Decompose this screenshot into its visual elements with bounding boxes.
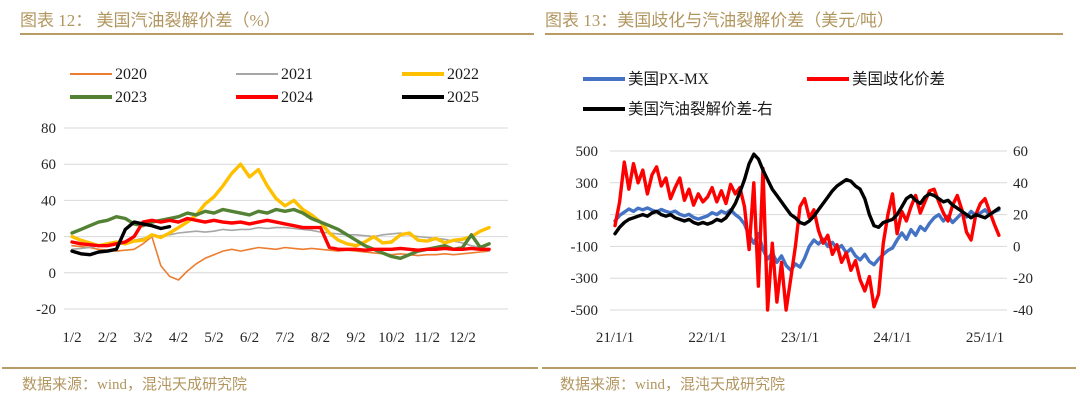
series-line-2022 (70, 162, 491, 248)
x-axis-tick-label: 24/1/1 (873, 330, 911, 346)
x-axis-tick-label: 4/2 (169, 330, 188, 346)
x-axis-tick-label: 11/2 (414, 330, 440, 346)
legend-item-disproportionation-spread: 美国歧化价差 (807, 71, 945, 89)
legend-swatch-2022 (402, 71, 444, 76)
x-axis-tick-label: 3/2 (133, 330, 152, 346)
x-axis-tick-label: 1/2 (62, 330, 81, 346)
series-line-美国歧化价差 (613, 160, 1001, 312)
x-axis-tick-label: 6/2 (240, 330, 259, 346)
legend-label-gasoline-crack-right-axis: 美国汽油裂解价差-右 (628, 101, 773, 118)
figure-13-title: 图表 13：美国歧化与汽油裂解价差（美元/吨） (545, 11, 894, 30)
y-axis-tick-label: 100 (576, 208, 599, 224)
y-axis-tick-label: -300 (571, 271, 599, 287)
y-axis-tick-label: 20 (41, 230, 56, 246)
x-axis-tick-label: 23/1/1 (781, 330, 819, 346)
legend-label-2025: 2025 (447, 89, 479, 106)
legend-label-2024: 2024 (281, 89, 313, 106)
legend-item-2024: 2024 (236, 89, 313, 107)
legend-label-2020: 2020 (115, 66, 147, 83)
x-axis-tick-label: 12/2 (449, 330, 476, 346)
charts-canvas: 80 60 40 20 0 -20 1/2 2/2 3/2 4/2 5/2 6/2 7/2 8/2 9/2 1… (36, 121, 1034, 346)
series-line-2025 (70, 220, 172, 257)
right-y-axis-tick-label: -20 (1013, 271, 1033, 287)
y-axis-tick-label: -100 (571, 239, 599, 255)
y-axis-tick-label: 80 (41, 121, 56, 137)
series-line-美国PX-MX (613, 206, 1001, 273)
right-y-axis-tick-label: -40 (1013, 303, 1033, 319)
legend-item-2025: 2025 (402, 89, 479, 107)
us-px-mx-and-crack-plot: 500 300 100 -100 -300 -500 60 40 20 0 -20 -40 21/1/1… (571, 144, 1034, 346)
y-axis-tick-label: 500 (576, 144, 599, 160)
figure-12-title: 图表 12： 美国汽油裂解价差（%） (20, 11, 281, 30)
y-axis-tick-label: 300 (576, 176, 599, 192)
x-axis-tick-label: 2/2 (98, 330, 117, 346)
x-axis-tick-label: 10/2 (378, 330, 405, 346)
figure-13-bottom-rule (542, 367, 1076, 369)
right-y-axis-tick-label: 0 (1013, 239, 1021, 255)
x-axis-tick-label: 21/1/1 (596, 330, 634, 346)
x-axis-tick-label: 9/2 (346, 330, 365, 346)
y-axis-tick-label: 60 (41, 157, 56, 173)
legend-item-2022: 2022 (402, 66, 479, 84)
legend-item-2023: 2023 (70, 89, 147, 107)
figure-12-title-rule (20, 33, 534, 35)
right-y-axis-tick-label: 60 (1013, 144, 1028, 160)
x-axis-tick-label: 5/2 (204, 330, 223, 346)
figure-13-title-rule (545, 33, 1063, 35)
figure-12-source-note: 数据来源：wind，混沌天成研究院 (22, 377, 248, 393)
legend-swatch-disproportionation-spread (807, 76, 849, 81)
right-y-axis-tick-label: 20 (1013, 208, 1028, 224)
figure-13-source-note: 数据来源：wind，混沌天成研究院 (560, 377, 786, 393)
legend-label-px-mx: 美国PX-MX (628, 71, 709, 88)
x-axis-tick-label: 25/1/1 (966, 330, 1004, 346)
y-axis-tick-label: -500 (571, 303, 599, 319)
x-axis-tick-label: 7/2 (275, 330, 294, 346)
legend-item-2021: 2021 (236, 66, 313, 84)
legend-swatch-2023 (70, 94, 112, 99)
y-axis-tick-label: 40 (41, 193, 56, 209)
legend-swatch-px-mx (583, 76, 625, 81)
legend-item-px-mx: 美国PX-MX (583, 71, 709, 89)
legend-label-2021: 2021 (281, 66, 313, 83)
right-y-axis-tick-label: 40 (1013, 176, 1028, 192)
figure-12-bottom-rule (2, 367, 538, 369)
legend-swatch-2020 (70, 72, 112, 75)
legend-label-2023: 2023 (115, 89, 147, 106)
series-line-2020 (71, 235, 490, 281)
y-axis-tick-label: 0 (49, 266, 57, 282)
series-line-美国汽油裂解价差-右 (613, 152, 1001, 236)
y-axis-tick-label: -20 (36, 302, 56, 318)
legend-label-disproportionation-spread: 美国歧化价差 (852, 71, 946, 88)
legend-label-2022: 2022 (447, 66, 479, 83)
us-gasoline-crack-seasonal-plot: 80 60 40 20 0 -20 1/2 2/2 3/2 4/2 5/2 6/2 7/2 8/2 9/2 1… (36, 121, 508, 346)
x-axis-tick-label: 8/2 (311, 330, 330, 346)
legend-swatch-gasoline-crack-right-axis (583, 106, 625, 111)
x-axis-tick-label: 22/1/1 (688, 330, 726, 346)
legend-swatch-2024 (236, 94, 278, 99)
legend-swatch-2025 (402, 94, 444, 99)
legend-swatch-2021 (236, 72, 278, 75)
legend-item-gasoline-crack-right-axis: 美国汽油裂解价差-右 (583, 101, 773, 119)
legend-item-2020: 2020 (70, 66, 147, 84)
